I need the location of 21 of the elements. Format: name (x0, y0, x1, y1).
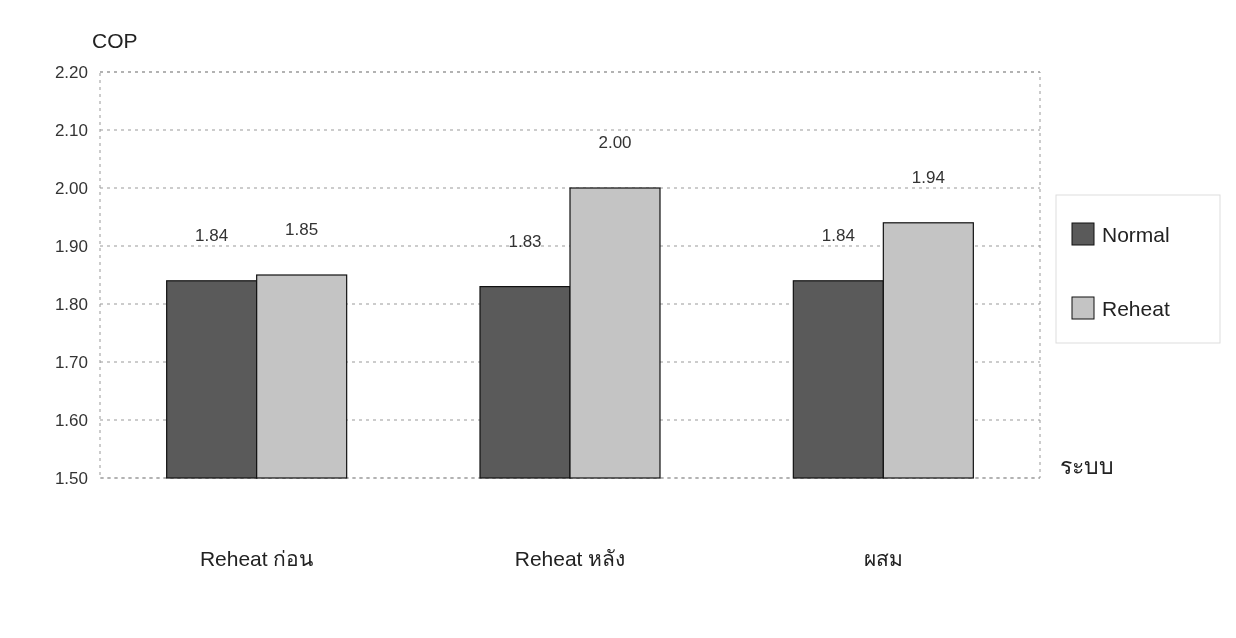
x-tick-label: ผสม (863, 547, 903, 570)
data-label: 1.84 (195, 225, 229, 245)
data-label: 1.94 (911, 167, 945, 187)
y-tick-label: 2.10 (54, 121, 88, 140)
y-tick-label: 1.80 (54, 295, 88, 314)
y-tick-label: 2.00 (54, 179, 88, 198)
y-tick-label: 2.20 (54, 63, 88, 82)
data-label: 1.84 (821, 225, 855, 245)
data-label: 1.85 (285, 220, 319, 239)
x-tick-label: Reheat ก่อน (199, 547, 314, 570)
y-tick-label: 1.50 (54, 469, 88, 488)
x-tick-label: Reheat หลัง (514, 547, 626, 570)
y-axis-title: COP (92, 29, 138, 52)
data-label: 1.83 (508, 231, 542, 251)
y-tick-label: 1.70 (54, 353, 88, 372)
legend-label: Reheat (1102, 297, 1170, 320)
y-tick-label: 1.90 (54, 237, 88, 256)
data-label: 2.00 (598, 133, 632, 152)
y-tick-label: 1.60 (54, 411, 88, 430)
legend-label: Normal (1102, 223, 1170, 246)
x-axis-title: ระบบ (1060, 453, 1114, 479)
